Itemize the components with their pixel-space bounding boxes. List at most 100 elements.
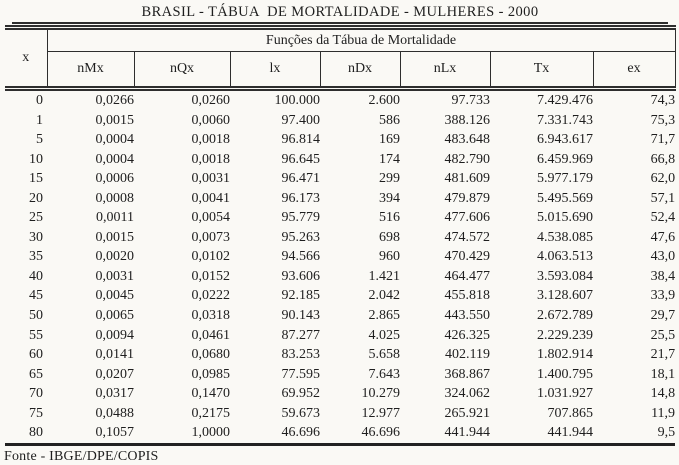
column-header-ex: ex [593,51,676,91]
table-row: 80 0,1057 1,0000 46.696 46.696 441.944 4… [5,423,675,444]
cell-age: 10 [29,151,43,167]
cell-age: 50 [29,308,43,324]
cell-nmx: 0,0317 [95,386,135,402]
table-row: 10 0,0004 0,0018 96.645 174 482.790 6.45… [5,150,675,170]
cell-lx: 87.277 [281,327,321,343]
cell-nlx: 483.648 [444,132,491,148]
cell-nqx: 0,0018 [191,132,231,148]
cell-tx: 7.429.476 [537,93,593,108]
cell-tx: 6.459.969 [537,151,593,167]
cell-ndx: 394 [379,190,400,206]
cell-age: 25 [29,210,43,226]
table-row: 75 0,0488 0,2175 59.673 12.977 265.921 7… [5,404,675,424]
cell-nqx: 0,0461 [191,327,231,343]
cell-tx: 5.495.569 [537,190,593,206]
cell-lx: 94.566 [281,249,321,265]
cell-nqx: 0,0222 [191,288,231,304]
cell-nqx: 0,2175 [191,405,231,421]
table-row: 0 0,0266 0,0260 100.000 2.600 97.733 7.4… [5,89,675,111]
cell-nlx: 402.119 [445,347,490,363]
cell-lx: 95.263 [281,229,321,245]
table-body: 0 0,0266 0,0260 100.000 2.600 97.733 7.4… [5,89,675,445]
cell-ndx: 960 [379,249,400,265]
cell-ex: 18,1 [650,366,676,382]
cell-nlx: 470.429 [444,249,491,265]
cell-nlx: 441.944 [444,425,491,441]
cell-nmx: 0,0015 [95,112,135,128]
cell-nmx: 0,0020 [95,249,135,265]
table-row: 1 0,0015 0,0060 97.400 586 388.126 7.331… [5,111,675,131]
cell-ndx: 174 [379,151,400,167]
cell-tx: 1.031.927 [537,386,593,402]
cell-lx: 59.673 [281,405,321,421]
cell-ex: 38,4 [650,268,676,284]
cell-lx: 96.471 [281,171,321,187]
cell-nqx: 0,0073 [191,229,231,245]
table-row: 40 0,0031 0,0152 93.606 1.421 464.477 3.… [5,267,675,287]
cell-nlx: 368.867 [444,366,491,382]
table-row: 65 0,0207 0,0985 77.595 7.643 368.867 1.… [5,365,675,385]
table-header: x Funções da Tábua de Mortalidade nMx nQ… [5,27,676,91]
table-row: 35 0,0020 0,0102 94.566 960 470.429 4.06… [5,247,675,267]
table-row: 60 0,0141 0,0680 83.253 5.658 402.119 1.… [5,345,675,365]
cell-tx: 1.802.914 [537,347,593,363]
cell-age: 20 [29,190,43,206]
cell-ndx: 2.042 [368,288,401,304]
cell-nlx: 426.325 [444,327,491,343]
cell-age: 0 [36,93,43,108]
column-header-tx: Tx [490,51,594,91]
cell-tx: 4.538.085 [537,229,593,245]
cell-nqx: 0,0102 [191,249,231,265]
cell-nqx: 0,0985 [191,366,231,382]
cell-ex: 33,9 [650,288,676,304]
cell-nmx: 0,0004 [95,132,135,148]
cell-nqx: 0,0152 [191,268,231,284]
cell-ex: 74,3 [650,93,676,108]
cell-ndx: 2.600 [368,93,401,108]
cell-age: 40 [29,268,43,284]
cell-lx: 95.779 [281,210,321,226]
table-row: 55 0,0094 0,0461 87.277 4.025 426.325 2.… [5,326,675,346]
cell-nmx: 0,0488 [95,405,135,421]
cell-nmx: 0,0006 [95,171,135,187]
table-row: 30 0,0015 0,0073 95.263 698 474.572 4.53… [5,228,675,248]
cell-nlx: 324.062 [444,386,491,402]
cell-ndx: 5.658 [368,347,401,363]
cell-ex: 57,1 [650,190,676,206]
cell-nmx: 0,0207 [95,366,135,382]
cell-nmx: 0,0045 [95,288,135,304]
cell-ndx: 516 [379,210,400,226]
cell-nqx: 0,0318 [191,308,231,324]
cell-lx: 96.173 [281,190,321,206]
cell-ndx: 586 [379,112,400,128]
cell-nlx: 481.609 [444,171,491,187]
cell-tx: 1.400.795 [537,366,593,382]
column-header-nmx: nMx [47,51,135,91]
cell-nqx: 0,1470 [191,386,231,402]
cell-age: 15 [29,171,43,187]
source-note: Fonte - IBGE/DPE/COPIS [4,448,159,464]
table-row: 70 0,0317 0,1470 69.952 10.279 324.062 1… [5,384,675,404]
cell-ndx: 299 [379,171,400,187]
cell-nlx: 482.790 [444,151,491,167]
cell-tx: 3.128.607 [537,288,593,304]
column-header-ndx: nDx [320,51,401,91]
cell-ex: 14,8 [650,386,676,402]
cell-lx: 96.645 [281,151,321,167]
document-title: BRASIL - TÁBUA DE MORTALIDADE - MULHERES… [12,4,668,24]
cell-nmx: 0,0266 [95,93,135,108]
cell-nmx: 0,0011 [96,210,134,226]
cell-tx: 4.063.513 [537,249,593,265]
table-row: 25 0,0011 0,0054 95.779 516 477.606 5.01… [5,208,675,228]
cell-nqx: 1,0000 [191,425,231,441]
cell-age: 75 [29,405,43,421]
cell-lx: 46.696 [281,425,321,441]
table-row: 45 0,0045 0,0222 92.185 2.042 455.818 3.… [5,286,675,306]
cell-ex: 21,7 [650,347,676,363]
cell-lx: 97.400 [281,112,321,128]
cell-ex: 52,4 [650,210,676,226]
cell-tx: 2.229.239 [537,327,593,343]
cell-nlx: 464.477 [444,268,491,284]
cell-ex: 66,8 [650,151,676,167]
